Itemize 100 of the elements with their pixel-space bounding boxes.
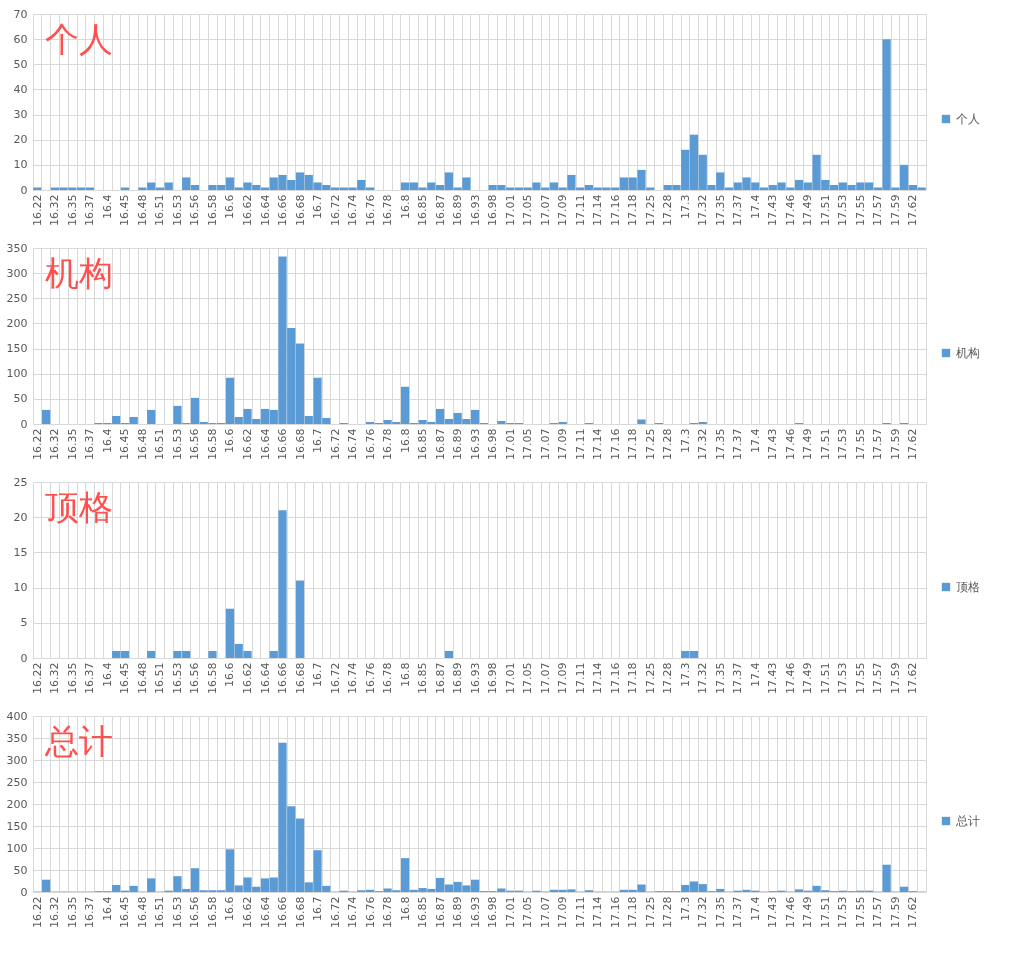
x-tick-label: 17.35	[713, 896, 727, 928]
x-tick-label: 17.25	[643, 428, 657, 460]
x-tick-label: 17.4	[748, 662, 762, 687]
x-tick-label: 17.4	[748, 194, 762, 219]
x-tick-label: 16.58	[205, 428, 219, 460]
x-tick-label: 17.37	[731, 896, 745, 928]
y-tick-label: 250	[6, 291, 28, 305]
x-tick-label: 17.57	[871, 662, 885, 694]
x-tick-label: 17.35	[713, 428, 727, 460]
x-tick-label: 17.32	[696, 662, 710, 694]
x-tick-label: 16.51	[153, 662, 167, 694]
x-tick-label: 16.93	[468, 662, 482, 694]
y-tick-label: 50	[13, 392, 28, 406]
x-tick-label: 17.46	[783, 662, 797, 694]
y-tick-label: 200	[6, 316, 28, 330]
x-tick-label: 16.51	[153, 428, 167, 460]
x-tick-label: 17.51	[818, 662, 832, 694]
y-tick-label: 15	[13, 545, 28, 559]
x-tick-label: 17.62	[906, 428, 920, 460]
x-tick-label: 16.35	[65, 194, 79, 226]
x-tick-label: 16.51	[153, 896, 167, 928]
x-tick-label: 16.8	[398, 896, 412, 921]
x-tick-label: 16.72	[328, 428, 342, 460]
x-tick-label: 17.05	[521, 896, 535, 928]
x-tick-label: 16.78	[381, 428, 395, 460]
x-tick-label: 16.45	[118, 896, 132, 928]
x-tick-label: 17.62	[906, 662, 920, 694]
x-tick-label: 17.25	[643, 194, 657, 226]
x-tick-label: 16.4	[100, 662, 114, 687]
x-tick-label: 16.35	[65, 896, 79, 928]
y-tick-label: 10	[13, 158, 28, 172]
y-tick-label: 0	[20, 183, 28, 197]
x-tick-label: 17.18	[626, 194, 640, 226]
x-tick-label: 17.14	[591, 662, 605, 694]
x-tick-label: 17.37	[731, 428, 745, 460]
x-tick-label: 17.05	[521, 428, 535, 460]
bar	[147, 409, 156, 424]
x-tick-label: 16.89	[451, 194, 465, 226]
x-tick-label: 17.05	[521, 194, 535, 226]
x-tick-label: 16.22	[30, 896, 44, 928]
x-tick-label: 16.58	[205, 662, 219, 694]
x-tick-label: 17.28	[661, 896, 675, 928]
x-tick-label: 16.78	[381, 896, 395, 928]
legend-label: 个人	[956, 112, 980, 126]
x-tick-label: 17.09	[556, 896, 570, 928]
bar	[120, 187, 130, 190]
x-tick-label: 17.25	[643, 896, 657, 928]
x-tick-label: 16.87	[433, 194, 447, 226]
bar	[147, 650, 156, 658]
chart-title: 顶格	[45, 487, 113, 527]
x-tick-label: 16.87	[433, 662, 447, 694]
x-tick-label: 17.49	[801, 662, 815, 694]
y-tick-label: 5	[20, 616, 28, 630]
x-tick-label: 16.64	[258, 896, 272, 928]
x-tick-label: 16.4	[100, 428, 114, 453]
x-tick-label: 16.68	[293, 896, 307, 928]
x-tick-label: 16.32	[48, 896, 62, 928]
x-tick-label: 17.3	[678, 896, 692, 921]
x-tick-label: 16.85	[416, 194, 430, 226]
x-tick-label: 17.53	[836, 896, 850, 928]
x-tick-label: 16.32	[48, 428, 62, 460]
x-tick-label: 17.43	[766, 662, 780, 694]
x-tick-label: 17.28	[661, 194, 675, 226]
x-tick-label: 17.32	[696, 428, 710, 460]
x-tick-label: 16.68	[293, 194, 307, 226]
x-tick-label: 17.46	[783, 428, 797, 460]
x-tick-label: 17.57	[871, 428, 885, 460]
x-tick-label: 17.09	[556, 194, 570, 226]
x-tick-label: 16.56	[188, 194, 202, 226]
x-tick-label: 17.51	[818, 428, 832, 460]
bar	[147, 878, 156, 892]
x-tick-label: 17.53	[836, 662, 850, 694]
chart-title: 个人	[45, 19, 113, 59]
y-tick-label: 20	[13, 133, 28, 147]
x-tick-label: 17.59	[888, 194, 902, 226]
x-tick-label: 17.57	[871, 896, 885, 928]
y-tick-label: 10	[13, 581, 28, 595]
x-tick-label: 17.53	[836, 428, 850, 460]
x-tick-label: 16.7	[311, 896, 325, 921]
x-tick-label: 16.8	[398, 662, 412, 687]
x-tick-label: 17.4	[748, 428, 762, 453]
y-tick-label: 300	[6, 266, 28, 280]
bar	[208, 650, 217, 658]
x-tick-label: 16.56	[188, 896, 202, 928]
y-tick-label: 150	[6, 342, 28, 356]
x-tick-label: 17.37	[731, 662, 745, 694]
x-tick-label: 17.07	[538, 428, 552, 460]
x-tick-label: 16.66	[276, 896, 290, 928]
x-tick-label: 16.68	[293, 662, 307, 694]
x-tick-label: 17.46	[783, 194, 797, 226]
x-tick-label: 16.32	[48, 194, 62, 226]
x-tick-label: 16.58	[205, 896, 219, 928]
x-tick-label: 17.32	[696, 194, 710, 226]
x-tick-label: 16.74	[346, 896, 360, 928]
x-tick-label: 17.16	[608, 194, 622, 226]
x-tick-label: 16.22	[30, 662, 44, 694]
x-tick-label: 17.11	[573, 662, 587, 694]
x-tick-label: 17.01	[503, 194, 517, 226]
x-tick-label: 16.98	[486, 194, 500, 226]
bar	[42, 409, 51, 424]
